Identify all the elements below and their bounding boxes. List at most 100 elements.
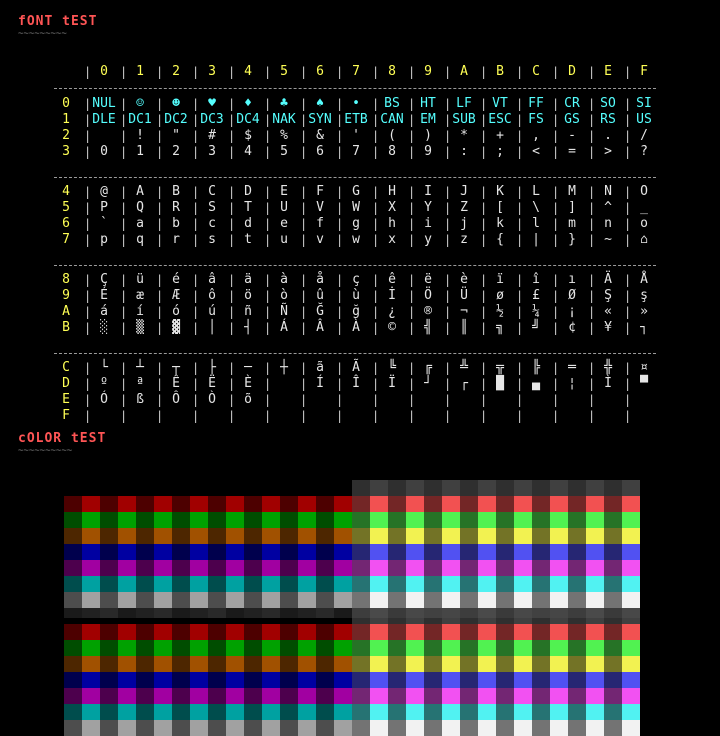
column-separator: | bbox=[624, 113, 632, 127]
column-separator: | bbox=[588, 233, 596, 247]
color-swatch bbox=[622, 640, 640, 656]
character-cell: ░ bbox=[100, 320, 108, 335]
color-swatch bbox=[442, 720, 460, 736]
color-swatch bbox=[622, 672, 640, 688]
column-separator: | bbox=[588, 361, 596, 375]
color-swatch bbox=[406, 656, 424, 672]
color-swatch bbox=[154, 656, 172, 672]
column-separator: | bbox=[444, 113, 452, 127]
color-swatch bbox=[172, 544, 190, 560]
color-swatch bbox=[82, 640, 100, 656]
color-swatch bbox=[604, 688, 622, 704]
character-cell: FS bbox=[528, 112, 544, 127]
color-swatch bbox=[172, 528, 190, 544]
column-separator: | bbox=[624, 201, 632, 215]
character-cell: F bbox=[316, 184, 324, 199]
color-swatch bbox=[262, 656, 280, 672]
color-swatch bbox=[280, 688, 298, 704]
color-swatch bbox=[586, 576, 604, 592]
color-swatch bbox=[316, 720, 334, 736]
color-swatch bbox=[154, 624, 172, 640]
character-cell: @ bbox=[100, 184, 108, 199]
column-separator: | bbox=[300, 129, 308, 143]
color-swatch bbox=[316, 544, 334, 560]
color-swatch bbox=[496, 656, 514, 672]
color-swatch bbox=[298, 656, 316, 672]
grey-swatch bbox=[622, 480, 640, 496]
color-swatch bbox=[280, 496, 298, 512]
grey-swatch bbox=[604, 608, 622, 624]
color-swatch bbox=[352, 512, 370, 528]
color-swatch bbox=[370, 656, 388, 672]
color-swatch bbox=[568, 640, 586, 656]
color-swatch bbox=[226, 528, 244, 544]
color-swatch bbox=[190, 592, 208, 608]
column-separator: | bbox=[552, 97, 560, 111]
color-swatch bbox=[100, 624, 118, 640]
color-swatch bbox=[442, 624, 460, 640]
column-separator: | bbox=[408, 409, 416, 423]
color-swatch bbox=[388, 640, 406, 656]
color-swatch bbox=[118, 720, 136, 736]
color-swatch bbox=[64, 720, 82, 736]
character-cell: ┼ bbox=[280, 360, 288, 375]
color-swatch bbox=[496, 528, 514, 544]
column-header: 8 bbox=[388, 64, 396, 79]
character-cell: 1 bbox=[136, 144, 144, 159]
character-cell: " bbox=[172, 128, 180, 143]
color-swatch bbox=[370, 576, 388, 592]
color-swatch bbox=[460, 576, 478, 592]
column-separator: | bbox=[84, 129, 92, 143]
column-separator: | bbox=[120, 321, 128, 335]
color-swatch bbox=[298, 704, 316, 720]
color-swatch bbox=[136, 544, 154, 560]
column-separator: | bbox=[192, 129, 200, 143]
color-swatch bbox=[190, 672, 208, 688]
column-separator: | bbox=[624, 233, 632, 247]
color-swatch bbox=[280, 720, 298, 736]
character-cell: Ş bbox=[604, 288, 612, 303]
color-swatch bbox=[136, 624, 154, 640]
grey-swatch bbox=[118, 608, 136, 618]
color-swatch bbox=[604, 512, 622, 528]
grey-swatch bbox=[586, 480, 604, 496]
column-separator: | bbox=[156, 185, 164, 199]
grey-swatch bbox=[262, 608, 280, 618]
character-cell: M bbox=[568, 184, 576, 199]
color-swatch bbox=[226, 672, 244, 688]
color-swatch bbox=[478, 576, 496, 592]
character-cell: NUL bbox=[92, 96, 116, 111]
row-header: 2 bbox=[62, 128, 70, 143]
color-swatch bbox=[586, 672, 604, 688]
column-separator: | bbox=[156, 361, 164, 375]
column-separator: | bbox=[624, 273, 632, 287]
character-cell: Ø bbox=[568, 288, 576, 303]
row-header: 3 bbox=[62, 144, 70, 159]
color-swatch bbox=[352, 528, 370, 544]
column-separator: | bbox=[84, 201, 92, 215]
character-cell: « bbox=[604, 304, 612, 319]
character-cell: Ö bbox=[424, 288, 432, 303]
color-swatch bbox=[406, 688, 424, 704]
column-separator: | bbox=[552, 201, 560, 215]
column-separator: | bbox=[588, 201, 596, 215]
character-cell: õ bbox=[244, 392, 252, 407]
grey-swatch bbox=[460, 608, 478, 624]
column-separator: | bbox=[588, 113, 596, 127]
character-cell: È bbox=[244, 376, 252, 391]
character-cell: i bbox=[424, 216, 432, 231]
color-swatch bbox=[622, 560, 640, 576]
column-separator: | bbox=[192, 65, 200, 79]
character-cell: & bbox=[316, 128, 324, 143]
character-cell: _ bbox=[640, 200, 648, 215]
column-separator: | bbox=[300, 361, 308, 375]
color-swatch bbox=[550, 496, 568, 512]
color-swatch bbox=[118, 576, 136, 592]
color-swatch bbox=[118, 528, 136, 544]
color-swatch bbox=[514, 528, 532, 544]
column-header: C bbox=[532, 64, 540, 79]
color-swatch bbox=[586, 656, 604, 672]
color-swatch bbox=[262, 704, 280, 720]
character-cell: x bbox=[388, 232, 396, 247]
column-separator: | bbox=[588, 409, 596, 423]
